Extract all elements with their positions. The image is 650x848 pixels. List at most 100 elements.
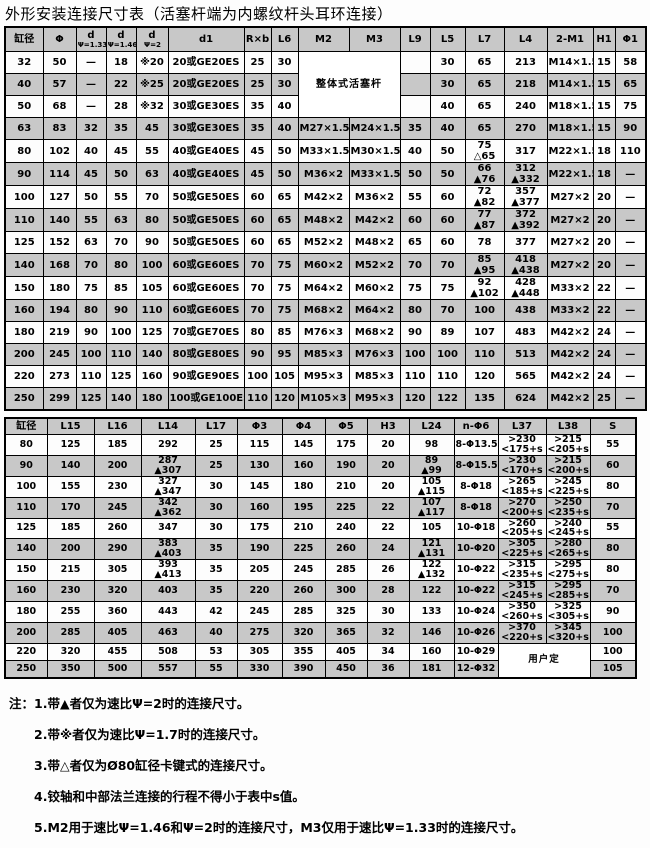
cell	[399, 73, 431, 97]
cell: ※32	[135, 95, 169, 119]
cell: —	[614, 208, 647, 233]
cell: 75	[270, 253, 299, 278]
cell: >265 <185+s	[497, 475, 547, 498]
cell: 70	[135, 185, 169, 210]
column-header: 缸径	[4, 417, 48, 435]
cell: 40或GE40ES	[167, 162, 245, 187]
note-line: 5.M2用于速比Ψ=1.46和Ψ=2时的连接尺寸，M3仅用于速比Ψ=1.33时的…	[34, 819, 524, 835]
cell: 312 ▲332	[503, 162, 548, 187]
cell: 85 ▲95	[464, 253, 505, 278]
cell: —	[75, 73, 107, 97]
column-header: L24	[408, 417, 455, 435]
cell: 180	[4, 321, 44, 345]
cell: 75	[270, 299, 299, 323]
cell: 20	[592, 253, 616, 278]
cell: 110	[105, 343, 137, 367]
cell: M27×2	[546, 208, 594, 233]
cell: —	[614, 343, 647, 367]
cell: 250	[4, 660, 48, 679]
cell: 152	[42, 231, 77, 255]
integral-piston-rod-cell: 整体式活塞杆	[297, 51, 401, 119]
cell: —	[614, 162, 647, 187]
cell: 557	[140, 660, 196, 679]
cell: M30×1.5	[348, 139, 401, 164]
cell: 26	[366, 559, 410, 582]
cell: 8-Φ18	[453, 496, 499, 519]
cell: 140	[4, 538, 48, 561]
cell: 127	[42, 185, 77, 210]
cell: 122	[429, 387, 466, 411]
cell: 20	[366, 454, 410, 477]
cell: 68	[42, 95, 77, 119]
cell: 30	[366, 601, 410, 624]
cell: 180	[42, 276, 77, 301]
cell: 225	[324, 496, 368, 519]
cell: 70	[589, 496, 637, 519]
cell	[399, 51, 431, 75]
cell: 35	[105, 117, 137, 141]
cell: 565	[503, 365, 548, 389]
cell: 210	[324, 475, 368, 498]
cell: 170	[46, 496, 95, 519]
table-row: 180 219 90 100 125 70或GE70ES 80 85 M76×3 M68×2 90 8…	[4, 321, 647, 345]
cell: 146	[408, 622, 455, 645]
cell: M33×1.5	[297, 139, 350, 164]
note-line: 4.铰轴和中部法兰连接的行程不得小于表中s值。	[34, 788, 305, 804]
column-header: Φ5	[324, 417, 368, 435]
cell: M33×2	[546, 276, 594, 301]
cell: 255	[46, 601, 95, 624]
cell: 365	[324, 622, 368, 645]
cell: 50	[270, 162, 299, 187]
cell: 115	[236, 433, 283, 456]
cell: 10-Φ20	[453, 538, 499, 561]
cell: 60	[429, 185, 466, 210]
cell: 32	[4, 51, 44, 75]
cell: 285	[46, 622, 95, 645]
cell: 450	[324, 660, 368, 679]
cell: 40	[429, 95, 466, 119]
cell: 20	[592, 208, 616, 233]
cell: 10-Φ26	[453, 622, 499, 645]
cell: 60或GE60ES	[167, 253, 245, 278]
table-row: 100 155 230 327 ▲347 30 145 180 210 20 105 ▲115 8-Φ1…	[4, 475, 637, 498]
cell: 32	[366, 622, 410, 645]
cell: 155	[46, 475, 95, 498]
cell: 40	[75, 139, 107, 164]
table-row: 250 299 125 140 180 100或GE100ES 110 120 M105×3 M9…	[4, 387, 647, 411]
cell: 200	[4, 343, 44, 367]
cell: 70	[243, 276, 272, 301]
cell: 60或GE60ES	[167, 299, 245, 323]
cell: M27×1.5	[297, 117, 350, 141]
table-row: 160 230 320 403 35 220 260 300 28 122 10-Φ22 >315 <2…	[4, 580, 637, 603]
cell: M42×2	[297, 185, 350, 210]
cell: 121 ▲131	[408, 538, 455, 561]
cell: 35	[399, 117, 431, 141]
column-header: Φ	[42, 26, 77, 53]
cell: 140	[42, 208, 77, 233]
cell: 45	[75, 162, 107, 187]
cell: 205	[236, 559, 283, 582]
cell: 320	[281, 622, 326, 645]
cell: 122 ▲132	[408, 559, 455, 582]
table-row: 110 140 55 63 80 50或GE50ES 60 65 M48×2 M42×2 60 60 7…	[4, 208, 647, 233]
cell: 102	[42, 139, 77, 164]
cell: 140	[135, 343, 169, 367]
cell: 8-Φ18	[453, 475, 499, 498]
cell: M48×2	[297, 208, 350, 233]
cell: >250 <235+s	[545, 496, 591, 519]
cell: 305	[236, 643, 283, 662]
cell: 63	[135, 162, 169, 187]
cell: 65	[270, 185, 299, 210]
cell: 110	[429, 365, 466, 389]
cell: 100	[399, 343, 431, 367]
cell: 110	[4, 496, 48, 519]
cell: 80	[589, 538, 637, 561]
cell: 35	[194, 538, 238, 561]
cell: 347	[140, 517, 196, 540]
cell: 180	[4, 601, 48, 624]
cell: 70或GE70ES	[167, 321, 245, 345]
cell: 50	[42, 51, 77, 75]
cell: 28	[105, 95, 137, 119]
cell: 20或GE20ES	[167, 51, 245, 75]
cell: 230	[46, 580, 95, 603]
